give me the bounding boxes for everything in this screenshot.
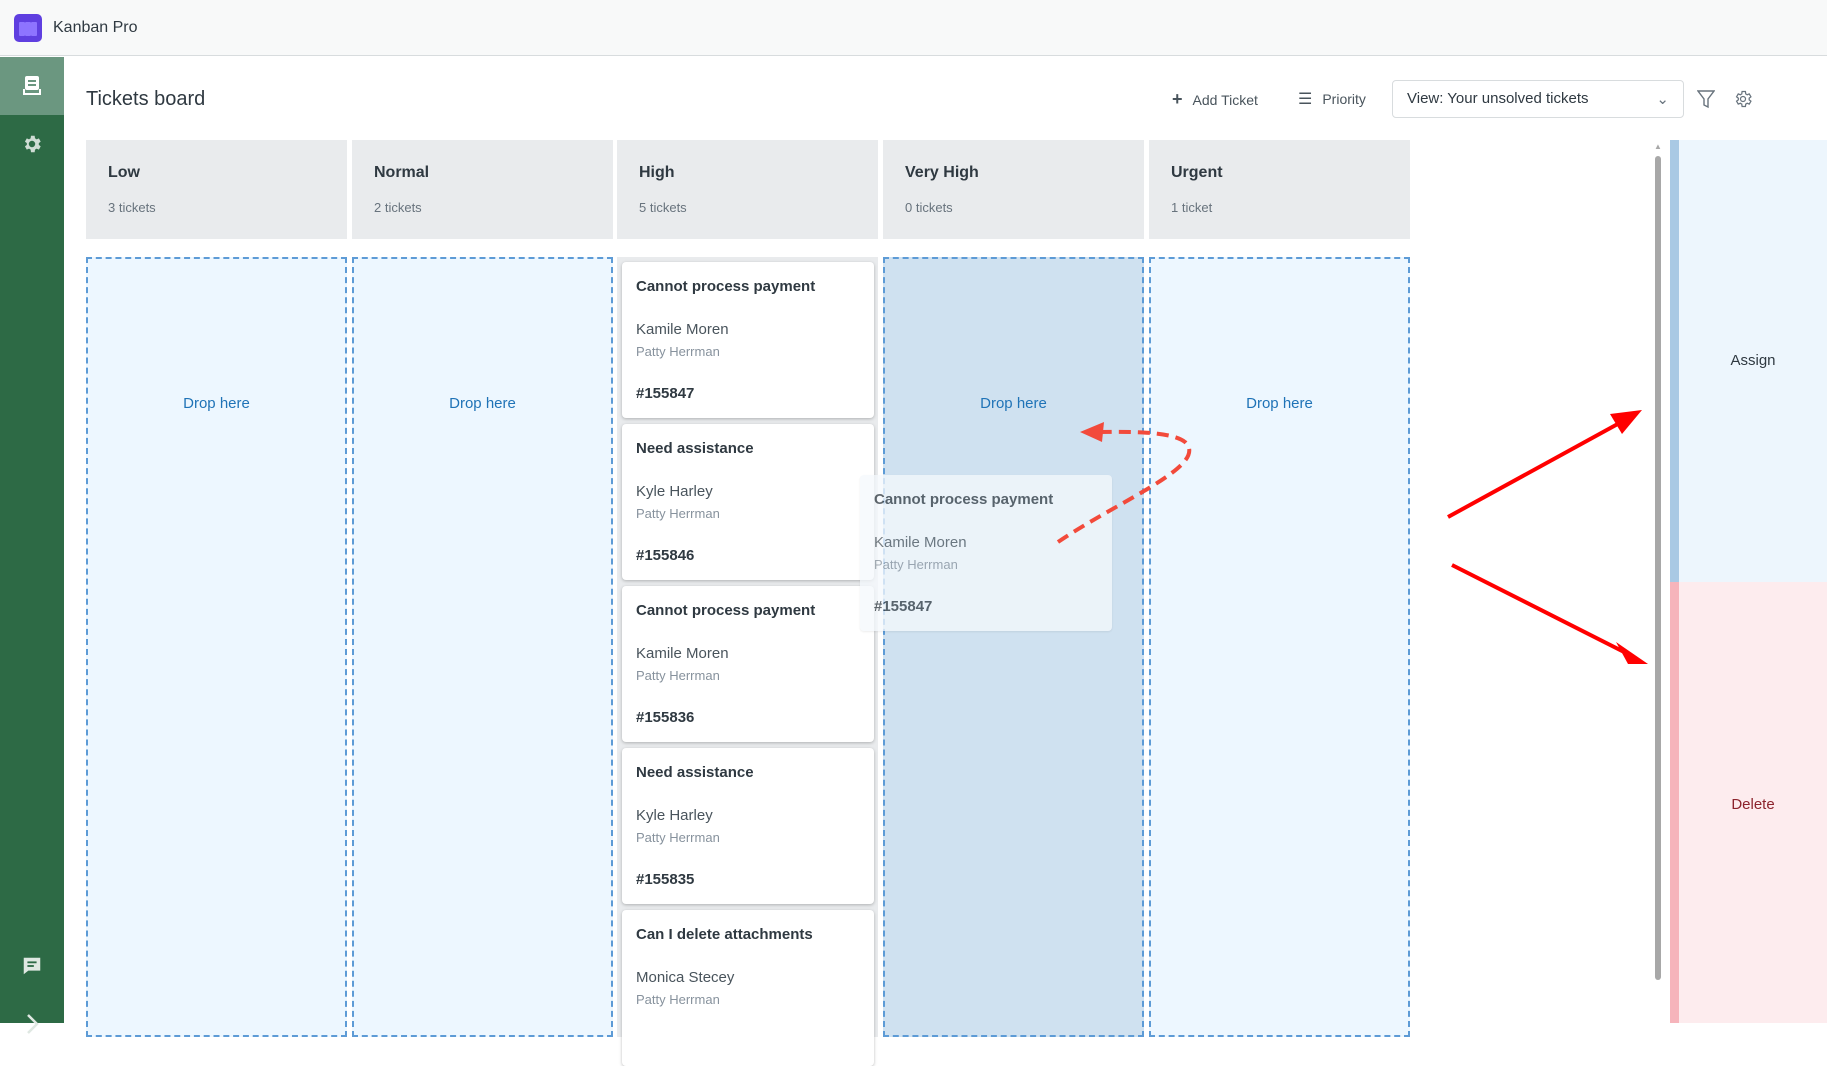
- inbox-icon: [23, 76, 41, 95]
- column-header-high: High 5 tickets: [617, 140, 878, 239]
- page-title: Tickets board: [86, 88, 206, 110]
- assign-label: Assign: [1730, 352, 1776, 369]
- chat-icon: [23, 957, 41, 975]
- column-count: 2 tickets: [374, 200, 422, 215]
- column-header-low: Low 3 tickets: [86, 140, 347, 239]
- arrow-to-delete: [1451, 563, 1631, 657]
- column-count: 5 tickets: [639, 200, 687, 215]
- ticket-requester: Patty Herrman: [636, 830, 720, 845]
- ticket-id: #155847: [874, 598, 933, 615]
- app-title: Kanban Pro: [53, 19, 138, 36]
- ticket-card[interactable]: Can I delete attachments Monica Stecey Pat…: [622, 910, 874, 1066]
- drop-zone-low[interactable]: Drop here: [86, 257, 347, 1037]
- dragged-ticket-card[interactable]: Cannot process payment Kamile Moren Patty …: [860, 475, 1112, 631]
- column-name: Low: [108, 164, 140, 181]
- drop-zone-very-high[interactable]: Drop here: [883, 257, 1144, 1037]
- priority-label: Priority: [1322, 91, 1366, 107]
- ticket-assignee: Kamile Moren: [636, 321, 729, 338]
- ticket-assignee: Kamile Moren: [636, 645, 729, 662]
- column-count: 1 ticket: [1171, 200, 1213, 215]
- drop-zone-normal[interactable]: Drop here: [352, 257, 613, 1037]
- drop-label: Drop here: [1246, 395, 1313, 412]
- app-logo-icon: [14, 14, 42, 42]
- assign-drop-zone[interactable]: Assign: [1670, 140, 1827, 582]
- drop-label: Drop here: [449, 395, 516, 412]
- drop-zone-urgent[interactable]: Drop here: [1149, 257, 1410, 1037]
- column-count: 0 tickets: [905, 200, 953, 215]
- ticket-id: #155847: [636, 385, 695, 402]
- chevron-down-icon: ⌄: [1656, 91, 1669, 108]
- column-header-normal: Normal 2 tickets: [352, 140, 613, 239]
- settings-gear-icon[interactable]: [1733, 89, 1753, 109]
- ticket-id: #155835: [636, 871, 695, 888]
- list-icon: ☰: [1298, 91, 1313, 108]
- delete-label: Delete: [1731, 796, 1775, 813]
- ticket-requester: Patty Herrman: [636, 344, 720, 359]
- column-header-urgent: Urgent 1 ticket: [1149, 140, 1410, 239]
- ticket-title: Cannot process payment: [874, 491, 1054, 508]
- ticket-id: #155836: [636, 709, 695, 726]
- priority-button[interactable]: ☰ Priority: [1298, 89, 1366, 109]
- sidebar-item-settings[interactable]: [0, 115, 64, 173]
- ticket-id: #155846: [636, 547, 695, 564]
- add-ticket-button[interactable]: + Add Ticket: [1172, 89, 1258, 110]
- add-ticket-label: Add Ticket: [1192, 91, 1258, 108]
- ticket-assignee: Monica Stecey: [636, 969, 735, 986]
- ticket-title: Can I delete attachments: [636, 926, 813, 943]
- chevron-right-icon: [27, 1014, 39, 1034]
- ticket-assignee: Kyle Harley: [636, 483, 713, 500]
- ticket-requester: Patty Herrman: [636, 668, 720, 683]
- ticket-card[interactable]: Need assistance Kyle Harley Patty Herrman #…: [622, 424, 874, 580]
- ticket-title: Need assistance: [636, 764, 754, 781]
- column-header-very-high: Very High 0 tickets: [883, 140, 1144, 239]
- column-name: Urgent: [1171, 164, 1223, 181]
- sidebar-item-chat[interactable]: [0, 937, 64, 995]
- top-bar: Kanban Pro: [0, 0, 1827, 56]
- sidebar: [0, 57, 64, 1034]
- ticket-title: Need assistance: [636, 440, 754, 457]
- ticket-requester: Patty Herrman: [636, 992, 720, 1007]
- column-name: High: [639, 164, 675, 181]
- column-count: 3 tickets: [108, 200, 156, 215]
- ticket-assignee: Kyle Harley: [636, 807, 713, 824]
- delete-drop-zone[interactable]: Delete: [1670, 582, 1827, 1023]
- scrollbar[interactable]: ▲: [1652, 140, 1664, 1023]
- scrollbar-thumb[interactable]: [1655, 156, 1661, 980]
- drop-label: Drop here: [980, 395, 1047, 412]
- column-name: Very High: [905, 164, 979, 181]
- arrow-to-assign: [1447, 418, 1626, 519]
- ticket-requester: Patty Herrman: [636, 506, 720, 521]
- ticket-title: Cannot process payment: [636, 602, 816, 619]
- scroll-up-icon[interactable]: ▲: [1654, 142, 1662, 151]
- view-select[interactable]: View: Your unsolved tickets ⌄: [1392, 80, 1684, 118]
- view-select-value: View: Your unsolved tickets: [1407, 90, 1589, 107]
- plus-icon: +: [1172, 89, 1183, 109]
- ticket-assignee: Kamile Moren: [874, 534, 967, 551]
- drop-label: Drop here: [183, 395, 250, 412]
- ticket-requester: Patty Herrman: [874, 557, 958, 572]
- sidebar-expand-button[interactable]: [0, 995, 64, 1053]
- ticket-card[interactable]: Cannot process payment Kamile Moren Patty …: [622, 586, 874, 742]
- ticket-title: Cannot process payment: [636, 278, 816, 295]
- gear-icon: [24, 135, 41, 153]
- ticket-card[interactable]: Cannot process payment Kamile Moren Patty …: [622, 262, 874, 418]
- sidebar-item-tickets[interactable]: [0, 57, 64, 115]
- column-name: Normal: [374, 164, 430, 181]
- ticket-card[interactable]: Need assistance Kyle Harley Patty Herrman #…: [622, 748, 874, 904]
- filter-icon[interactable]: [1697, 89, 1715, 109]
